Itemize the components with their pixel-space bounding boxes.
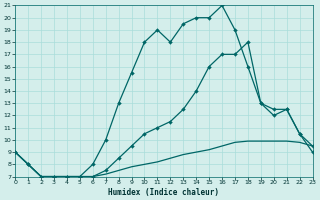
X-axis label: Humidex (Indice chaleur): Humidex (Indice chaleur) [108,188,220,197]
